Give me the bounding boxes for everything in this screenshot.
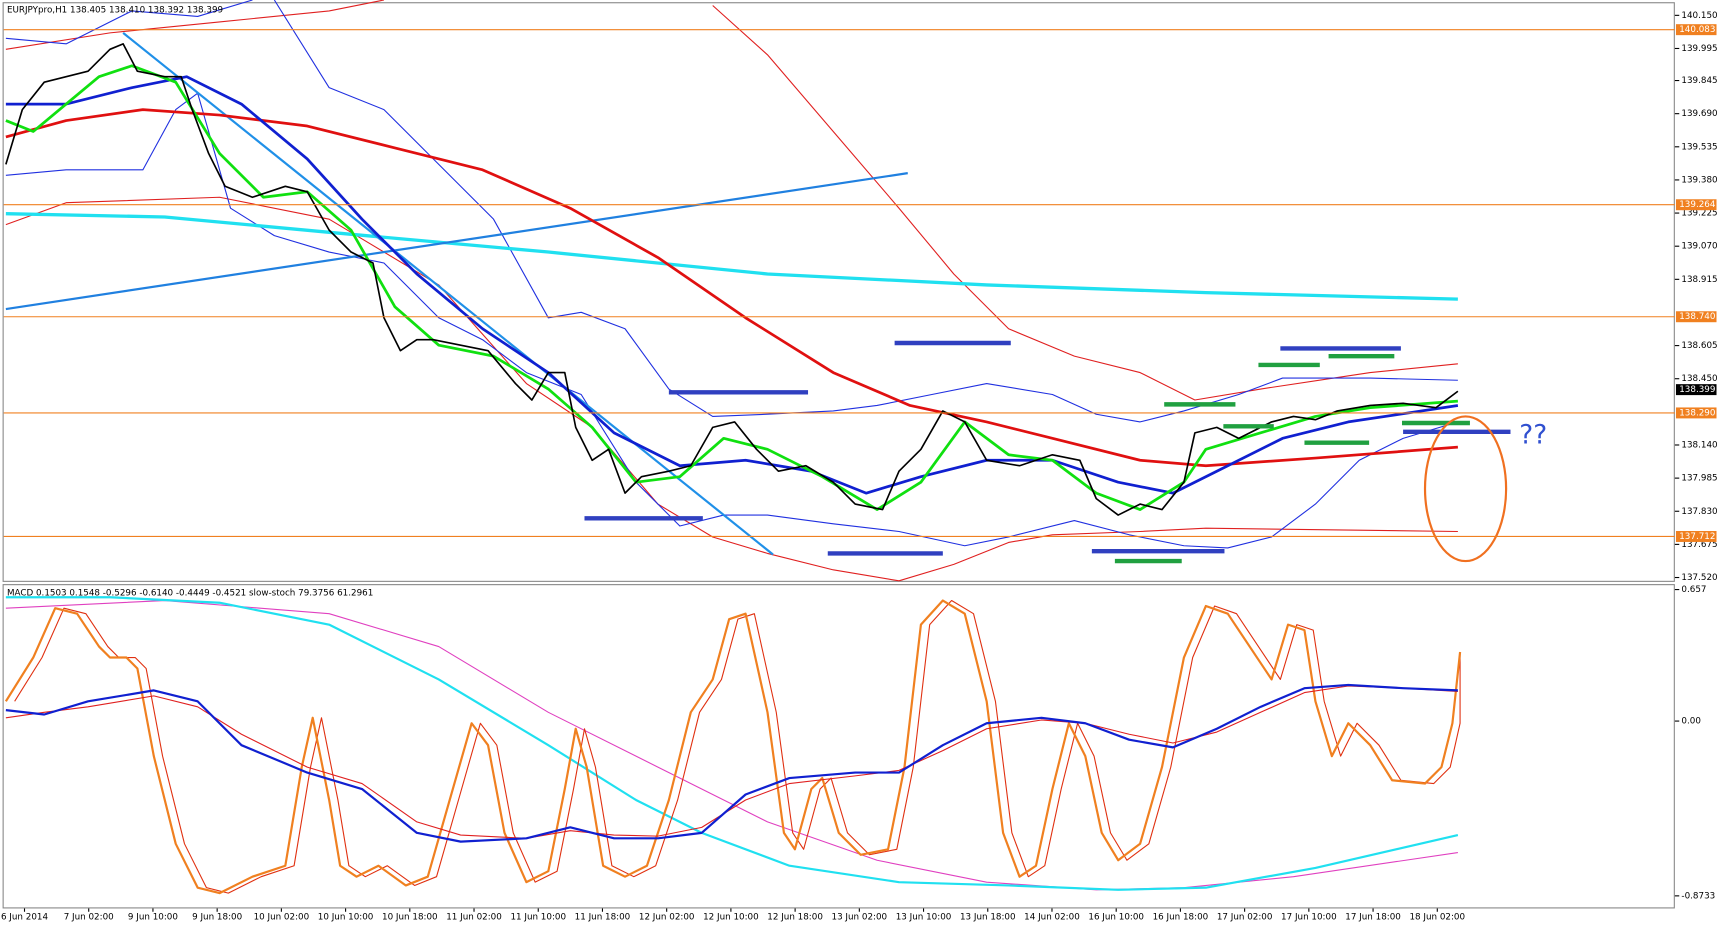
level-label: 140.083	[1679, 25, 1715, 35]
level-tag	[1675, 407, 1717, 419]
current-price-tag	[1675, 384, 1717, 396]
level-label: 138.290	[1679, 408, 1715, 418]
y-tick-label: 137.675	[1681, 540, 1717, 550]
macd	[5, 683, 1458, 843]
level-tag	[1675, 24, 1717, 36]
x-tick-label: 9 Jun 10:00	[128, 913, 178, 923]
bollinger	[5, 0, 253, 45]
level-tag	[1675, 199, 1717, 211]
envelope	[5, 196, 1458, 582]
x-tick-label: 10 Jun 02:00	[254, 913, 310, 923]
stoch-signal	[14, 599, 1461, 894]
chart-header: EURJPYpro,H1 138.405 138.410 138.392 138…	[7, 5, 223, 15]
x-tick-label: 11 Jun 02:00	[446, 913, 502, 923]
x-tick-label: 16 Jun 18:00	[1153, 913, 1209, 923]
x-tick-label: 17 Jun 18:00	[1345, 913, 1401, 923]
y-tick-label: 138.140	[1681, 440, 1717, 450]
x-tick-label: 6 Jun 2014	[1, 913, 49, 923]
y-tick-label: 0.657	[1681, 585, 1706, 595]
x-tick-label: 13 Jun 10:00	[896, 913, 952, 923]
price-pane	[2, 2, 1675, 582]
indicator-pane	[2, 584, 1675, 909]
trend-line	[122, 32, 774, 556]
x-tick-label: 17 Jun 02:00	[1217, 913, 1273, 923]
y-tick-label: 137.520	[1681, 573, 1717, 583]
x-tick-label: 13 Jun 18:00	[960, 913, 1016, 923]
y-tick-label: 139.845	[1681, 76, 1717, 86]
x-tick-label: 11 Jun 18:00	[575, 913, 631, 923]
level-label: 138.740	[1679, 312, 1715, 322]
y-tick-label: 137.985	[1681, 474, 1717, 484]
x-tick-label: 12 Jun 10:00	[703, 913, 759, 923]
y-tick-label: 139.690	[1681, 109, 1717, 119]
y-tick-label: 138.915	[1681, 275, 1717, 285]
x-tick-label: 16 Jun 10:00	[1088, 913, 1144, 923]
x-tick-label: 10 Jun 18:00	[382, 913, 438, 923]
y-tick-label: 138.605	[1681, 341, 1717, 351]
drawn-ellipse	[1423, 415, 1508, 563]
x-tick-label: 7 Jun 02:00	[64, 913, 114, 923]
x-tick-label: 13 Jun 02:00	[832, 913, 888, 923]
level-label: 139.264	[1679, 200, 1716, 210]
current-price-label: 138.399	[1679, 385, 1715, 395]
envelope	[712, 5, 1458, 401]
indicator-header: MACD 0.1503 0.1548 -0.5296 -0.6140 -0.44…	[7, 588, 373, 598]
y-tick-label: -0.8733	[1681, 891, 1715, 901]
price-line	[5, 43, 1459, 516]
trend-line	[5, 172, 908, 311]
mid-ma	[5, 75, 1459, 495]
level-tag	[1675, 311, 1717, 323]
x-tick-label: 14 Jun 02:00	[1024, 913, 1080, 923]
y-tick-label: 138.450	[1681, 374, 1717, 384]
stoch	[4, 599, 1462, 895]
macd-signal	[5, 685, 1458, 839]
annotation: ??	[1519, 421, 1547, 451]
y-tick-label: 0.00	[1681, 717, 1700, 727]
x-tick-label: 11 Jun 10:00	[510, 913, 566, 923]
y-tick-label: 139.995	[1681, 44, 1717, 54]
y-tick-label: 139.070	[1681, 242, 1717, 252]
envelope	[5, 0, 385, 50]
x-tick-label: 9 Jun 18:00	[192, 913, 242, 923]
y-tick-label: 140.150	[1681, 11, 1717, 21]
y-tick-label: 139.225	[1681, 209, 1717, 219]
x-tick-label: 10 Jun 10:00	[318, 913, 374, 923]
x-tick-label: 17 Jun 10:00	[1281, 913, 1337, 923]
x-tick-label: 12 Jun 02:00	[639, 913, 695, 923]
y-tick-label: 137.830	[1681, 507, 1717, 517]
long-ma	[5, 212, 1458, 301]
slow-ma	[5, 108, 1458, 468]
x-tick-label: 18 Jun 02:00	[1409, 913, 1465, 923]
y-tick-label: 139.380	[1681, 175, 1717, 185]
level-label: 137.712	[1679, 532, 1715, 542]
level-tag	[1675, 530, 1717, 542]
x-tick-label: 12 Jun 18:00	[767, 913, 823, 923]
layers	[4, 0, 1511, 895]
y-tick-label: 139.535	[1681, 142, 1717, 152]
